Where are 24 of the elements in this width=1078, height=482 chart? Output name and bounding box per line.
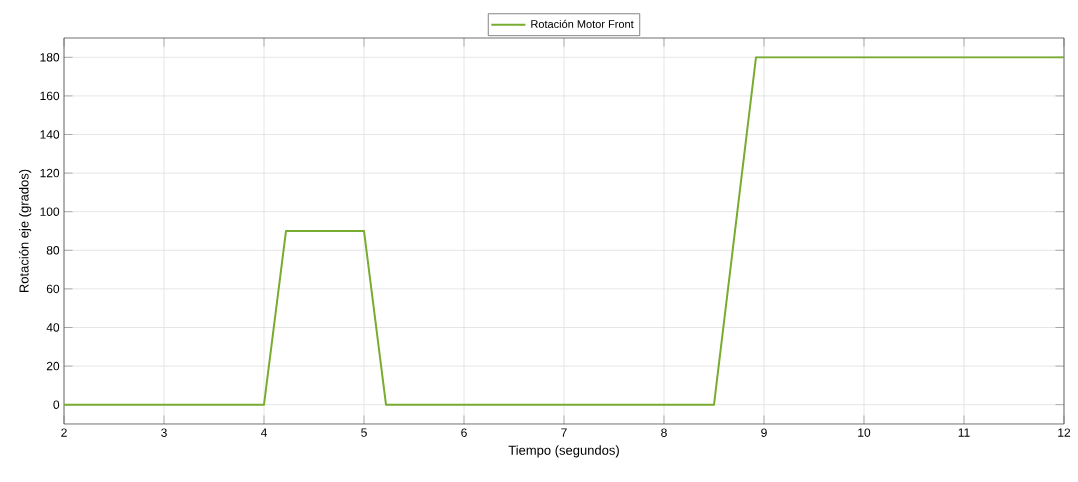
x-tick-label: 5 (361, 428, 367, 437)
y-tick-label: 180 (40, 53, 60, 62)
y-tick-label: 40 (46, 323, 60, 332)
y-tick-label: 120 (40, 168, 60, 178)
y-tick-label: 100 (40, 207, 60, 216)
x-tick-label: 6 (461, 428, 467, 437)
y-tick-label: 160 (40, 91, 60, 101)
x-tick-label: 10 (858, 428, 871, 437)
y-tick-label: 0 (53, 400, 60, 409)
x-tick-label: 11 (958, 428, 970, 437)
x-tick-label: 7 (561, 428, 567, 437)
x-tick-label: 3 (161, 428, 167, 437)
x-tick-label: 2 (61, 428, 67, 437)
x-axis-title: Tiempo (segundos) (508, 445, 619, 458)
y-tick-label: 60 (46, 284, 60, 294)
y-tick-label: 80 (46, 246, 60, 255)
y-axis-title: Rotación eje (grados) (18, 169, 32, 293)
x-tick-label: 9 (761, 428, 767, 437)
y-tick-label: 140 (40, 130, 60, 139)
legend-label: Rotación Motor Front (531, 19, 634, 28)
x-tick-label: 8 (661, 428, 667, 437)
x-tick-label: 4 (260, 428, 268, 437)
y-tick-label: 20 (46, 361, 60, 371)
x-tick-label: 12 (1058, 428, 1071, 437)
